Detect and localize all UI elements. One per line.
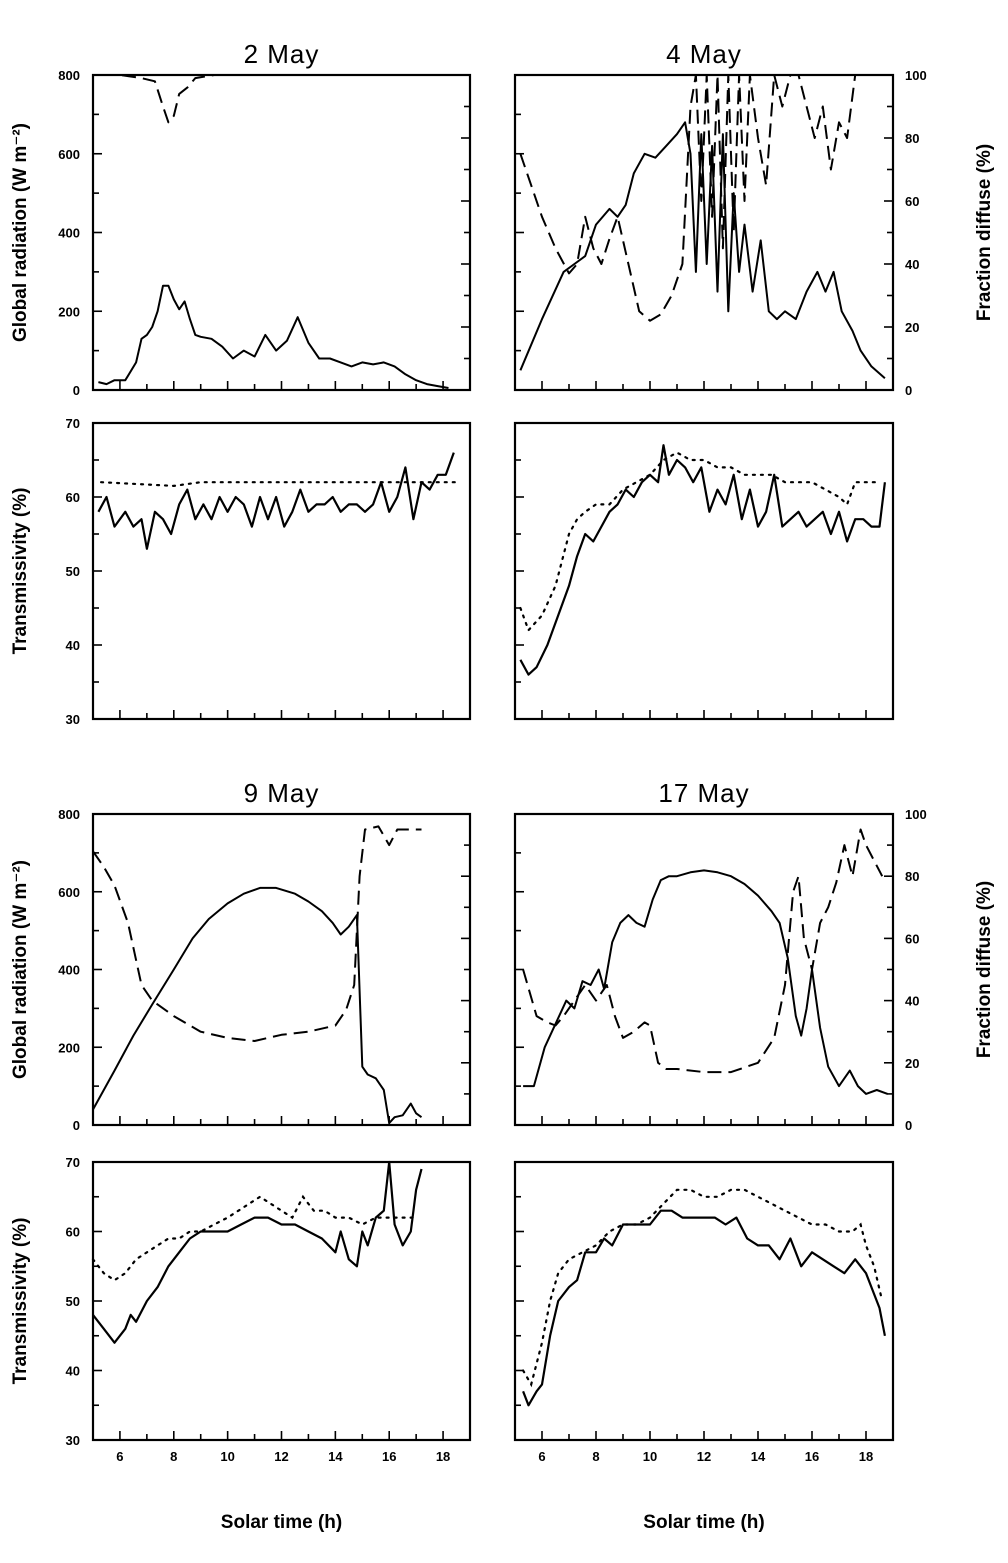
x-tick-label: 6 xyxy=(116,1449,123,1464)
x-tick-label: 10 xyxy=(220,1449,234,1464)
x-tick-label: 6 xyxy=(538,1449,545,1464)
y2-axis-label: Fraction diffuse (%) xyxy=(974,881,995,1058)
series-line-solid xyxy=(92,886,423,1125)
series-line-solid xyxy=(523,869,888,1095)
x-tick-label: 14 xyxy=(328,1449,343,1464)
y-tick-label: 400 xyxy=(58,226,80,241)
plot-frame xyxy=(91,73,472,392)
y-tick-label: 200 xyxy=(58,1040,80,1055)
panel-title: 2 May xyxy=(244,39,320,69)
series-line-solid xyxy=(92,1160,423,1344)
series-line-dotted xyxy=(522,1188,884,1388)
x-axis-label: Solar time (h) xyxy=(221,1512,342,1533)
y2-tick-label: 100 xyxy=(905,68,927,83)
x-axis-label: Solar time (h) xyxy=(643,1512,764,1533)
y-tick-label: 70 xyxy=(66,416,80,431)
y2-tick-label: 0 xyxy=(905,383,912,398)
series-line-solid xyxy=(519,121,886,379)
y-tick-label: 0 xyxy=(73,383,80,398)
series-line-solid xyxy=(98,284,449,389)
y-tick-label: 50 xyxy=(66,564,80,579)
y-tick-label: 60 xyxy=(66,1225,80,1240)
y2-tick-label: 100 xyxy=(905,807,927,822)
y-tick-label: 70 xyxy=(66,1155,80,1170)
y-axis-label: Transmissivity (%) xyxy=(10,1218,31,1385)
y2-tick-label: 60 xyxy=(905,194,919,209)
y2-tick-label: 40 xyxy=(905,994,919,1009)
panel-title: 9 May xyxy=(244,778,320,808)
y-tick-label: 600 xyxy=(58,885,80,900)
panel-title: 4 May xyxy=(666,39,742,69)
y2-tick-label: 20 xyxy=(905,1056,919,1071)
y-tick-label: 50 xyxy=(66,1294,80,1309)
y2-tick-label: 80 xyxy=(905,131,919,146)
x-tick-label: 16 xyxy=(805,1449,819,1464)
x-tick-label: 18 xyxy=(859,1449,873,1464)
y2-tick-label: 0 xyxy=(905,1118,912,1133)
plot-frame xyxy=(513,421,895,721)
y2-tick-label: 20 xyxy=(905,320,919,335)
x-tick-label: 12 xyxy=(274,1449,288,1464)
plot-frame xyxy=(513,812,895,1127)
x-tick-label: 8 xyxy=(170,1449,177,1464)
x-tick-label: 14 xyxy=(751,1449,766,1464)
y-tick-label: 0 xyxy=(73,1118,80,1133)
series-line-dashed xyxy=(101,74,457,124)
y-tick-label: 40 xyxy=(66,638,80,653)
y-axis-label: Transmissivity (%) xyxy=(10,488,31,655)
y-tick-label: 200 xyxy=(58,304,80,319)
series-line-dashed xyxy=(522,828,884,1074)
x-tick-label: 16 xyxy=(382,1449,396,1464)
series-line-solid xyxy=(97,452,455,550)
x-tick-label: 18 xyxy=(436,1449,450,1464)
series-line-dotted xyxy=(100,481,458,488)
y-tick-label: 600 xyxy=(58,147,80,162)
y-axis-label: Global radiation (W m⁻²) xyxy=(10,123,31,342)
x-tick-label: 10 xyxy=(643,1449,657,1464)
series-line-dotted xyxy=(91,1194,418,1282)
panel-title: 17 May xyxy=(658,778,749,808)
y2-tick-label: 60 xyxy=(905,931,919,946)
y-tick-label: 400 xyxy=(58,963,80,978)
y-tick-label: 60 xyxy=(66,490,80,505)
y2-tick-label: 40 xyxy=(905,257,919,272)
x-tick-label: 12 xyxy=(697,1449,711,1464)
series-line-solid xyxy=(522,1209,886,1407)
y-tick-label: 40 xyxy=(66,1364,80,1379)
y2-axis-label: Fraction diffuse (%) xyxy=(974,144,995,321)
x-tick-label: 8 xyxy=(592,1449,599,1464)
series-line-solid xyxy=(519,444,886,676)
plot-frame xyxy=(91,421,472,721)
y2-tick-label: 80 xyxy=(905,869,919,884)
y-tick-label: 800 xyxy=(58,807,80,822)
y-tick-label: 30 xyxy=(66,1433,80,1448)
y-tick-label: 800 xyxy=(58,68,80,83)
plot-frame xyxy=(91,812,472,1127)
y-tick-label: 30 xyxy=(66,712,80,727)
y-axis-label: Global radiation (W m⁻²) xyxy=(10,860,31,1079)
plot-frame xyxy=(513,1160,895,1442)
series-line-dotted xyxy=(519,451,881,633)
series-line-dashed xyxy=(92,825,422,1042)
series-line-dashed xyxy=(519,74,883,322)
